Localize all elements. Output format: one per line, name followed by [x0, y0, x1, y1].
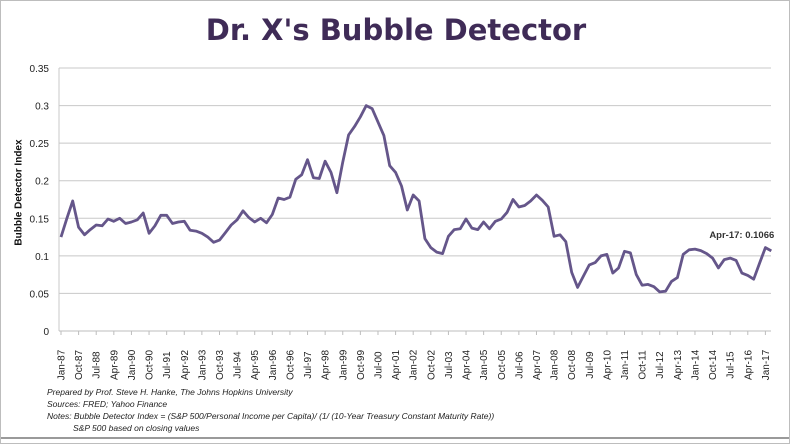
- x-tick-label: Jul-06: [514, 351, 525, 379]
- x-tick-label: Apr-01: [391, 350, 402, 380]
- x-tick-label: Jul-15: [726, 351, 737, 379]
- footer-prepared-by: Prepared by Prof. Steve H. Hanke, The Jo…: [47, 387, 293, 397]
- y-tick-label: 0.35: [30, 64, 50, 75]
- y-tick-label: 0.05: [30, 289, 50, 300]
- chart-title: Dr. X's Bubble Detector: [205, 13, 587, 47]
- x-tick-label: Apr-07: [532, 350, 543, 380]
- data-label-annotation: Apr-17: 0.1066: [709, 230, 774, 241]
- x-tick-label: Jul-97: [303, 351, 314, 379]
- x-tick-label: Jul-09: [585, 351, 596, 379]
- x-tick-label: Oct-87: [74, 350, 85, 380]
- x-tick-label: Jan-90: [127, 349, 138, 380]
- x-tick-label: Jan-93: [197, 349, 208, 380]
- x-tick-label: Jan-99: [338, 349, 349, 380]
- x-tick-label: Jan-11: [620, 350, 631, 380]
- series-line: [59, 104, 772, 294]
- x-tick-label: Apr-95: [250, 350, 261, 380]
- y-tick-label: 0.2: [35, 177, 49, 188]
- x-tick-label: Apr-10: [602, 350, 613, 380]
- y-tick-label: 0.25: [30, 139, 50, 150]
- y-tick-label: 0.15: [30, 214, 50, 225]
- x-tick-label: Jul-91: [162, 351, 173, 379]
- x-tick-label: Jul-94: [233, 351, 244, 379]
- x-tick-label: Jan-02: [409, 349, 420, 380]
- x-tick-label: Apr-92: [180, 350, 191, 380]
- x-tick-label: Jan-96: [268, 349, 279, 380]
- x-tick-label: Apr-89: [109, 350, 120, 380]
- x-tick-label: Jul-03: [444, 351, 455, 379]
- x-tick-label: Oct-14: [708, 350, 719, 380]
- x-tick-label: Jul-00: [373, 351, 384, 379]
- x-tick-label: Apr-04: [462, 350, 473, 380]
- y-tick-label: 0: [43, 327, 49, 338]
- x-tick-label: Jan-08: [550, 349, 561, 380]
- footer-sources: Sources: FRED; Yahoo Finance: [47, 399, 168, 409]
- x-tick-label: Oct-08: [567, 350, 578, 380]
- footer-notes: Notes: Bubble Detector Index = (S&P 500/…: [47, 411, 495, 421]
- x-tick-label: Oct-93: [215, 350, 226, 380]
- x-tick-label: Oct-90: [145, 350, 156, 380]
- x-tick-label: Oct-11: [638, 350, 649, 380]
- x-tick-label: Jan-17: [761, 349, 772, 380]
- x-tick-label: Oct-02: [426, 350, 437, 380]
- x-tick-label: Oct-96: [285, 350, 296, 380]
- x-tick-label: Oct-05: [497, 350, 508, 380]
- y-tick-label: 0.1: [35, 252, 49, 263]
- x-tick-label: Jan-05: [479, 349, 490, 380]
- x-tick-label: Jan-14: [690, 349, 701, 380]
- x-tick-label: Apr-13: [673, 350, 684, 380]
- x-tick-label: Oct-99: [356, 350, 367, 380]
- x-tick-label: Apr-98: [321, 350, 332, 380]
- x-tick-label: Jan-87: [57, 349, 68, 380]
- y-tick-label: 0.3: [35, 102, 49, 113]
- x-tick-label: Jul-12: [655, 351, 666, 379]
- x-tick-label: Apr-16: [743, 350, 754, 380]
- footer-notes-closing: S&P 500 based on closing values: [73, 423, 200, 433]
- x-tick-label: Jul-88: [92, 351, 103, 379]
- divider: [1, 437, 789, 439]
